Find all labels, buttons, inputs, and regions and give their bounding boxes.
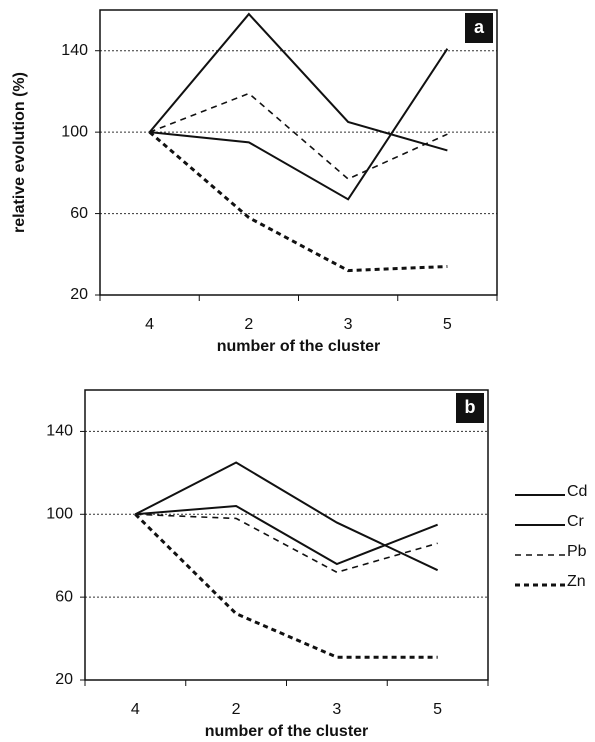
series-line bbox=[149, 48, 449, 201]
y-axis-title: relative evolution (%) bbox=[11, 72, 28, 233]
y-tick-label: 60 bbox=[70, 205, 88, 222]
y-tick-label: 20 bbox=[70, 286, 88, 303]
y-tick-label: 20 bbox=[55, 671, 73, 688]
series-line bbox=[148, 131, 448, 273]
x-tick-label: 4 bbox=[145, 316, 154, 333]
legend-label: Zn bbox=[567, 573, 586, 590]
series-line bbox=[134, 513, 438, 659]
series-line bbox=[135, 504, 438, 566]
y-tick-label: 60 bbox=[55, 588, 73, 605]
y-tick-label: 140 bbox=[61, 42, 88, 59]
x-tick-label: 4 bbox=[131, 701, 140, 718]
legend-label: Cd bbox=[567, 483, 587, 500]
panel-label-box bbox=[456, 393, 484, 423]
legend-label: Pb bbox=[567, 543, 587, 560]
series-line bbox=[135, 513, 438, 574]
x-axis-title: number of the cluster bbox=[205, 723, 369, 740]
x-tick-label: 5 bbox=[433, 701, 442, 718]
x-tick-label: 2 bbox=[244, 316, 253, 333]
x-axis-title: number of the cluster bbox=[217, 338, 381, 355]
series-line bbox=[134, 461, 439, 572]
series-line bbox=[149, 92, 448, 180]
y-tick-label: 100 bbox=[61, 123, 88, 140]
y-tick-label: 140 bbox=[46, 423, 73, 440]
y-tick-label: 100 bbox=[46, 506, 73, 523]
series-line bbox=[148, 12, 448, 152]
panel-label-box bbox=[465, 13, 493, 43]
plot-frame bbox=[99, 9, 498, 296]
panel-label: b bbox=[465, 397, 476, 417]
x-tick-label: 5 bbox=[443, 316, 452, 333]
legend-label: Cr bbox=[567, 513, 585, 530]
x-tick-label: 2 bbox=[232, 701, 241, 718]
x-tick-label: 3 bbox=[332, 701, 341, 718]
x-tick-label: 3 bbox=[344, 316, 353, 333]
panel-label: a bbox=[474, 17, 485, 37]
